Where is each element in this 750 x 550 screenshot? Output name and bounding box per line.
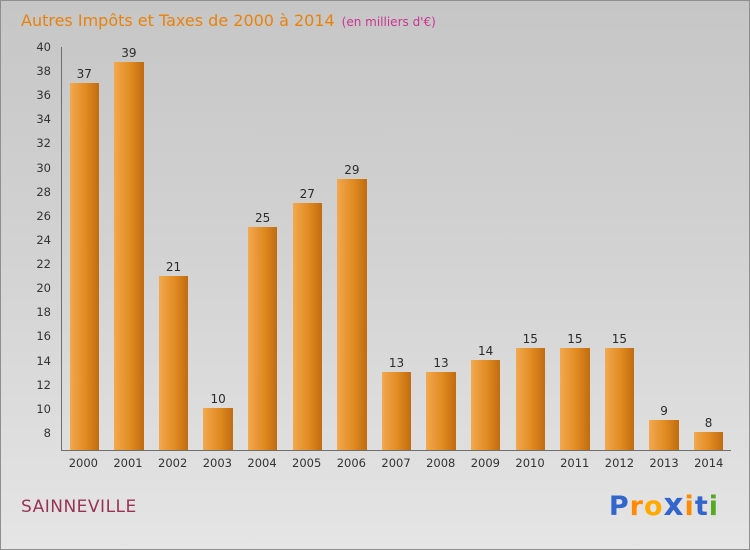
bar-2005 [292,203,322,450]
y-tick-label: 26 [36,208,51,223]
logo-letter: i [708,491,719,522]
x-tick-label: 2007 [381,456,411,470]
logo-letter: o [643,491,664,522]
bar-value-label: 14 [478,343,494,358]
bar-2008 [426,371,456,450]
x-tick-label: 2013 [649,456,679,470]
bar-2014 [693,431,724,450]
x-tick-label: 2008 [426,456,456,470]
bar-value-label: 13 [433,355,449,370]
x-tick-label: 2005 [292,456,322,470]
logo-letter: i [684,491,695,522]
x-tick-label: 2011 [560,456,590,470]
bar-column-2011: 15 [553,47,598,450]
bar-value-label: 39 [121,46,137,60]
plot-area: 37 39 21 10 25 27 29 13 13 14 15 15 15 9 8 [61,47,731,451]
logo-letter: P [608,491,630,522]
bar-column-2013: 9 [642,47,687,450]
bar-value-label: 15 [567,331,583,346]
x-tick-label: 2012 [604,456,635,470]
bar-chart: 8 10 12 14 16 18 20 22 24 26 28 30 32 34 36 38 40 37 39 21… [1,40,749,472]
y-tick-label: 20 [36,281,51,296]
x-tick-label: 2000 [68,456,98,470]
y-tick-label: 16 [36,329,51,344]
bar-column-2009: 14 [463,47,508,450]
bar-2011 [560,347,590,450]
bar-value-label: 37 [76,67,92,82]
y-tick-label: 32 [36,136,51,151]
x-tick-label: 2014 [694,456,724,470]
bar-column-2005: 27 [285,47,330,450]
y-tick-label: 8 [43,425,51,440]
bar-2013 [649,419,679,450]
bar-column-2003: 10 [196,47,241,450]
bar-2002 [158,275,189,450]
x-tick-label: 2002 [158,456,188,470]
logo-letter: r [629,491,644,522]
y-tick-label: 28 [36,184,51,199]
bar-value-label: 21 [165,259,182,274]
commune-name: SAINNEVILLE [21,497,137,517]
y-tick-label: 30 [36,160,51,175]
y-tick-label: 22 [36,257,51,272]
y-tick-label: 40 [36,40,51,54]
x-tick-label: 2009 [470,456,501,470]
bar-2009 [470,359,501,450]
x-tick-label: 2001 [113,456,143,470]
y-tick-label: 38 [36,64,51,79]
bar-value-label: 29 [344,163,360,178]
chart-title: Autres Impôts et Taxes de 2000 à 2014 [21,11,335,30]
bar-column-2007: 13 [374,47,419,450]
bar-value-label: 10 [210,391,226,406]
bar-2000 [69,83,99,450]
chart-subtitle: (en milliers d'€) [341,15,436,29]
bar-value-label: 27 [299,187,315,202]
y-tick-label: 34 [36,112,51,127]
bar-column-2014: 8 [686,47,731,450]
x-tick-label: 2004 [247,456,277,470]
x-tick-label: 2006 [336,456,366,470]
y-tick-label: 18 [36,305,51,320]
y-tick-label: 12 [36,377,51,392]
y-tick-label: 10 [36,401,51,416]
proxiti-logo: Proxiti [609,487,719,523]
bar-2004 [247,227,278,450]
chart-header: Autres Impôts et Taxes de 2000 à 2014 (en… [21,11,436,30]
bar-column-2008: 13 [419,47,464,450]
y-tick-label: 36 [36,88,51,103]
x-axis: 2000 2001 2002 2003 2004 2005 2006 2007 2008 2009… [61,452,731,470]
bar-2001 [114,62,144,450]
bar-value-label: 8 [704,415,713,430]
bar-value-label: 15 [522,331,538,346]
y-tick-label: 14 [36,353,51,368]
bar-2003 [203,407,233,450]
bar-2012 [604,347,635,450]
bar-value-label: 15 [611,331,628,346]
bar-2007 [381,371,412,450]
bar-column-2012: 15 [597,47,642,450]
bar-value-label: 25 [255,211,271,226]
bar-column-2001: 39 [107,47,152,450]
bar-2010 [515,347,545,450]
bar-2006 [337,179,367,450]
bar-value-label: 13 [388,355,405,370]
bar-column-2010: 15 [508,47,553,450]
logo-letter: x [663,487,685,523]
bar-column-2006: 29 [330,47,375,450]
x-tick-label: 2010 [515,456,545,470]
x-tick-label: 2003 [202,456,232,470]
bar-value-label: 9 [660,403,668,418]
bar-column-2004: 25 [240,47,285,450]
logo-letter: t [694,491,709,522]
bar-column-2000: 37 [62,47,107,450]
y-axis: 8 10 12 14 16 18 20 22 24 26 28 30 32 34 36 38 40 [1,40,58,451]
bar-column-2002: 21 [151,47,196,450]
y-tick-label: 24 [36,232,51,247]
